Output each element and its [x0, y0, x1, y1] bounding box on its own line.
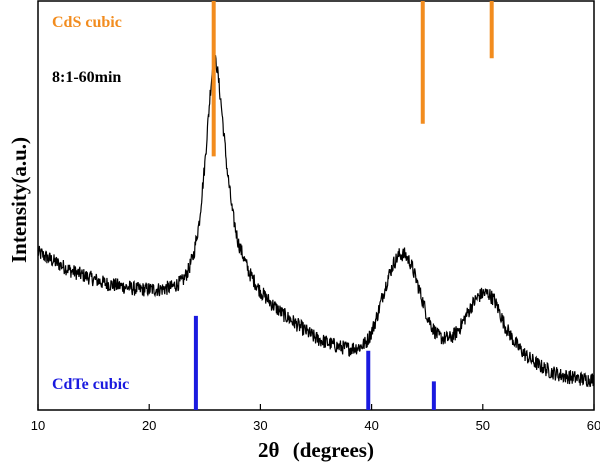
x-tick-label-3: 40 — [364, 418, 378, 433]
x-tick-label-0: 10 — [31, 418, 45, 433]
series-layer — [37, 51, 595, 388]
plot-frame — [37, 0, 595, 411]
x-axis-ticks: 10 20 30 40 50 60 — [31, 404, 600, 433]
sample-label: 8:1-60min — [52, 69, 121, 86]
x-tick-label-5: 60 — [587, 418, 600, 433]
x-axis-title: 2θ (degrees) — [258, 438, 374, 462]
cdte-cubic-label: CdTe cubic — [52, 376, 129, 393]
cds-cubic-label: CdS cubic — [52, 14, 122, 31]
x-tick-label-1: 20 — [142, 418, 156, 433]
reference-lines — [193, 1, 494, 410]
x-tick-label-4: 50 — [476, 418, 490, 433]
x-axis-title-unit: (degrees) — [293, 438, 374, 462]
y-axis-title: Intensity(a.u.) — [7, 137, 31, 263]
x-axis-title-symbol: 2θ — [258, 438, 280, 462]
x-tick-label-2: 30 — [253, 418, 267, 433]
series-line-0 — [37, 51, 595, 388]
